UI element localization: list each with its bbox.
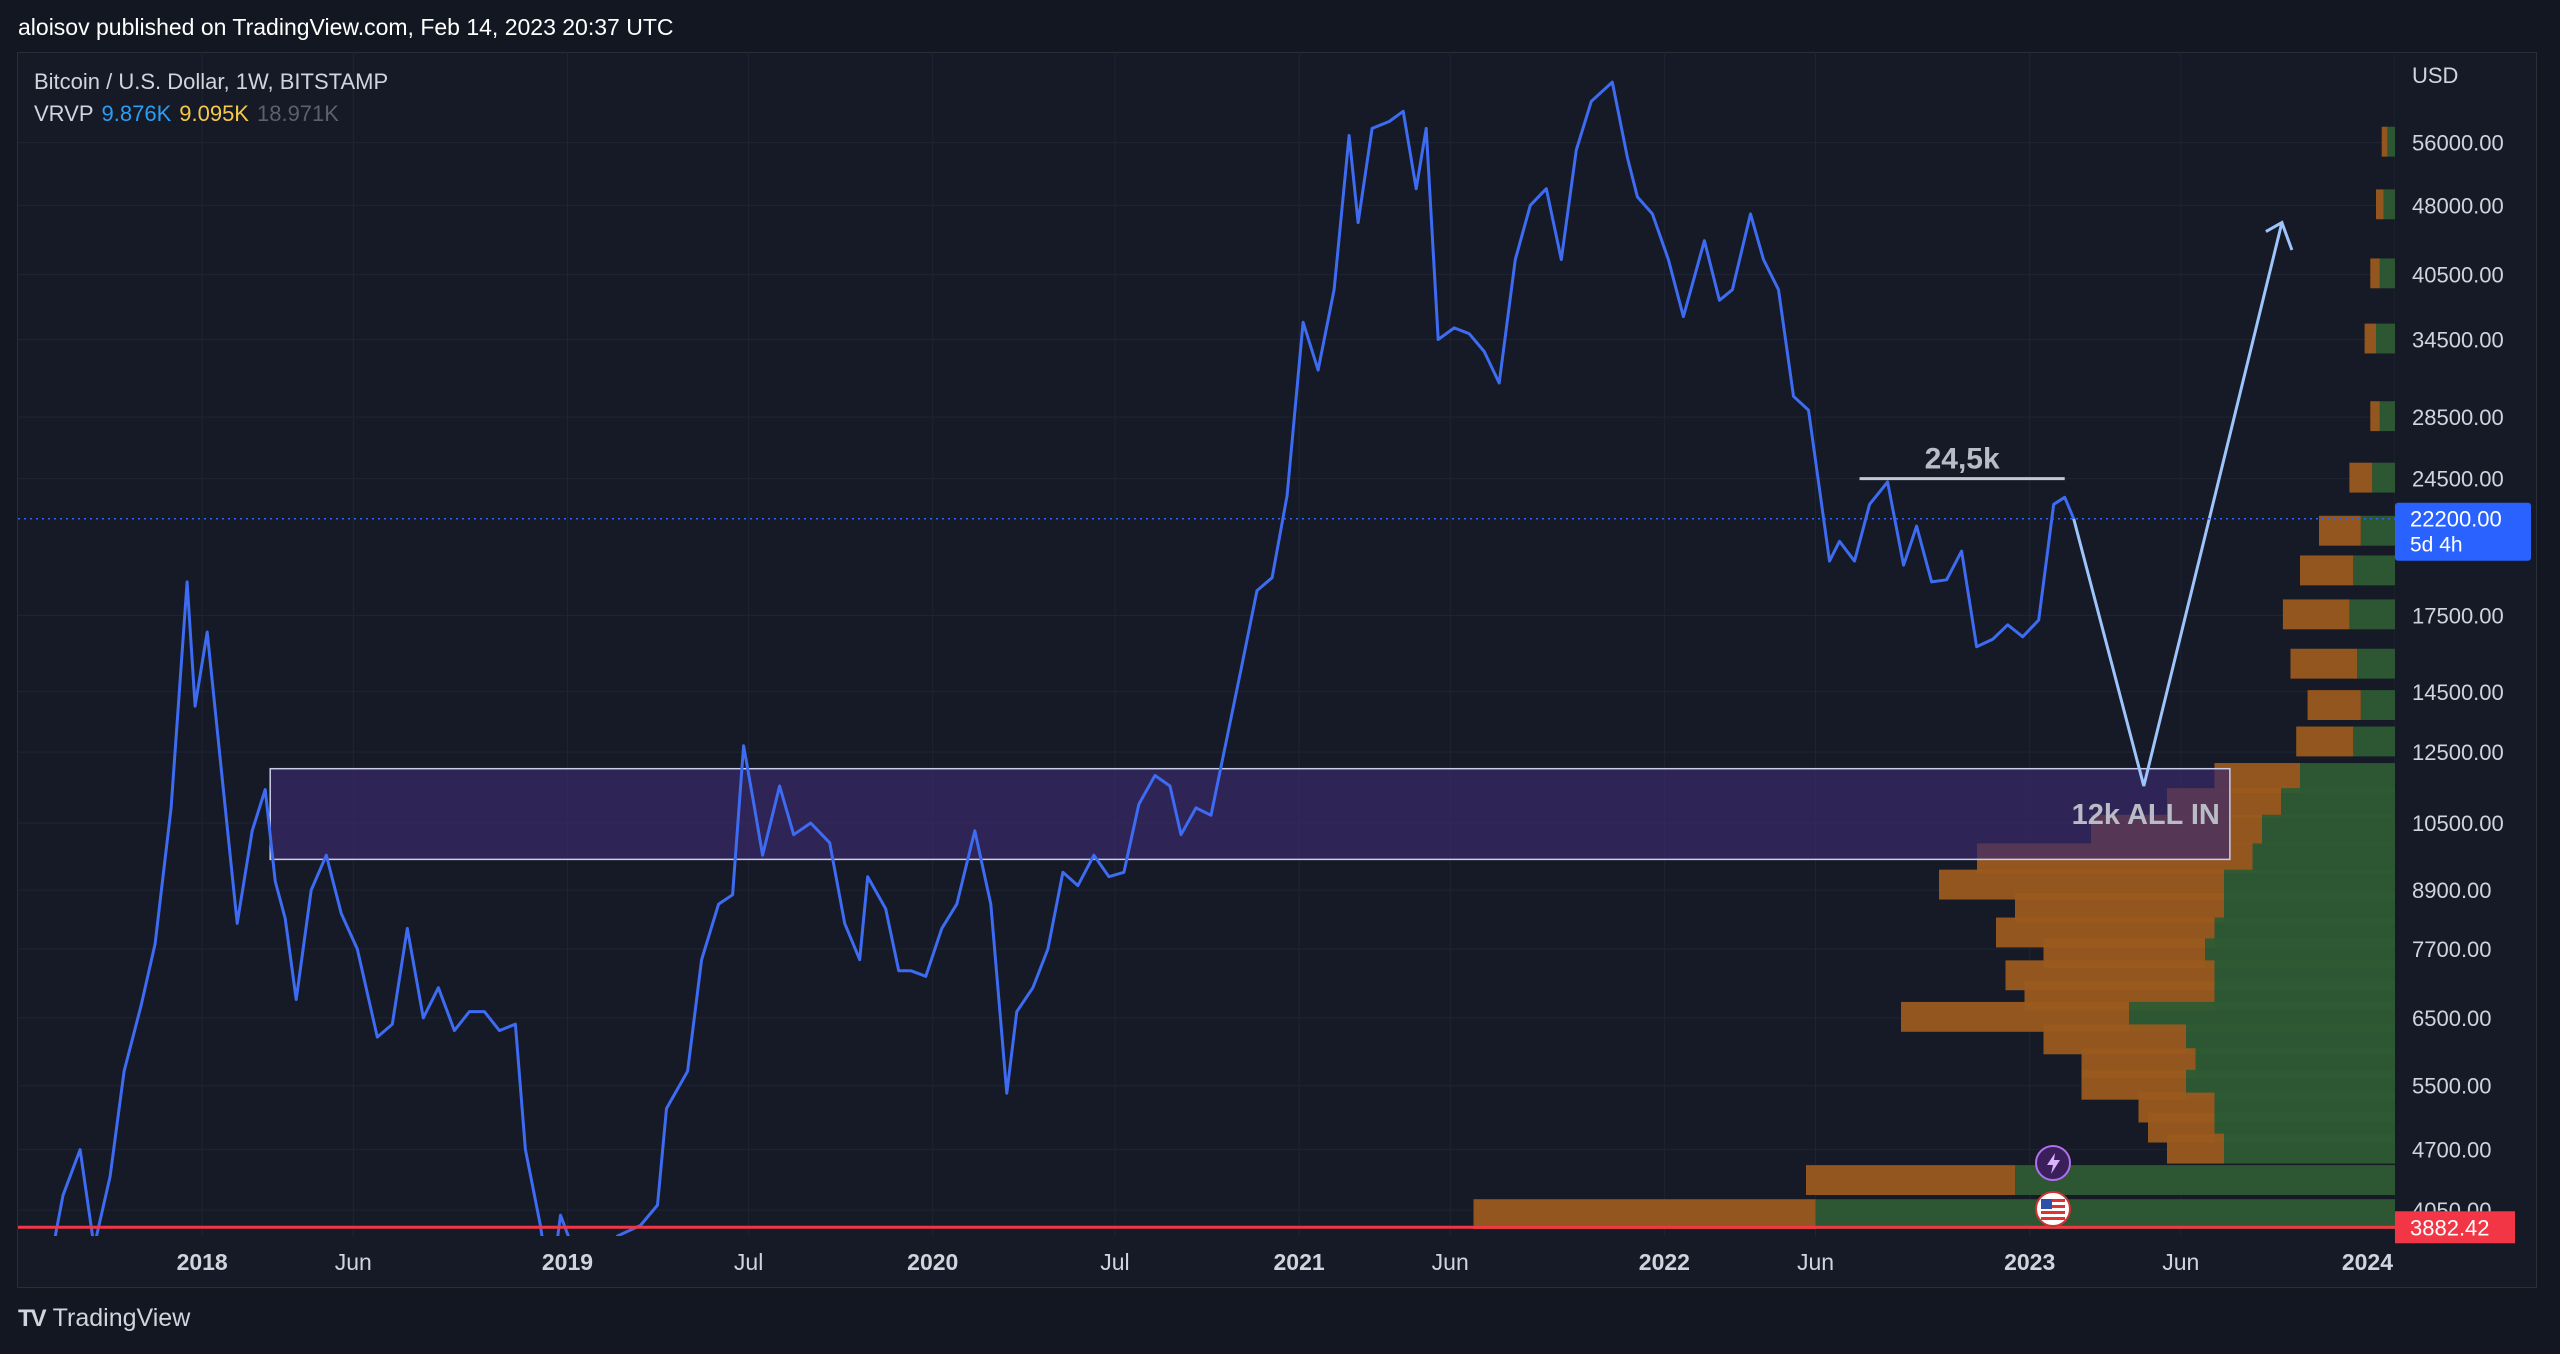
chart-legend: Bitcoin / U.S. Dollar, 1W, BITSTAMP VRVP… — [34, 66, 388, 130]
volume-bar-up — [2372, 462, 2395, 493]
volume-bar-down — [2376, 189, 2384, 220]
y-tick-label: 56000.00 — [2412, 131, 2504, 156]
x-tick-label: Jun — [1432, 1249, 1469, 1275]
currency-label: USD — [2412, 63, 2458, 88]
volume-bar-down — [2370, 258, 2380, 289]
projection-arrowhead — [2265, 220, 2294, 251]
volume-bar-up — [2357, 648, 2395, 679]
x-tick-label: 2024 — [2342, 1249, 2393, 1275]
resistance-label: 24,5k — [1925, 443, 2000, 476]
bar-countdown-label: 5d 4h — [2410, 534, 2463, 557]
x-tick-label: Jul — [734, 1249, 763, 1275]
y-tick-label: 34500.00 — [2412, 328, 2504, 353]
annotations: 24,5k — [18, 220, 2395, 787]
volume-bar-down — [2307, 690, 2361, 720]
x-tick-label: 2019 — [542, 1249, 593, 1275]
price-line — [53, 80, 2076, 1236]
volume-bar-down — [2319, 515, 2361, 546]
volume-bar-up — [2300, 763, 2395, 793]
volume-bar-up — [2262, 814, 2395, 845]
publish-header: aloisov published on TradingView.com, Fe… — [18, 14, 674, 40]
x-tick-label: 2018 — [177, 1249, 228, 1275]
volume-bar-up — [2383, 189, 2395, 220]
volume-bar-down — [2296, 726, 2354, 757]
volume-bar-down — [2381, 126, 2388, 157]
y-tick-label: 5500.00 — [2412, 1074, 2492, 1099]
y-tick-label: 10500.00 — [2412, 811, 2504, 836]
y-tick-label: 28500.00 — [2412, 405, 2504, 430]
volume-bar-down — [1806, 1165, 2015, 1196]
volume-bar-up — [2360, 515, 2395, 546]
volume-bar-down — [2290, 648, 2357, 679]
projection-path — [2072, 222, 2284, 787]
us-flag-icon — [2035, 1191, 2071, 1227]
x-tick-label: Jun — [335, 1249, 372, 1275]
y-axis: 56000.00 48000.00 40500.00 34500.00 28500.00… — [2395, 63, 2531, 1244]
volume-bar-up — [1815, 1199, 2395, 1230]
buy-zone-label: 12k ALL IN — [2072, 799, 2220, 831]
y-tick-label: 7700.00 — [2412, 937, 2492, 962]
grid — [18, 52, 2395, 1236]
vrvp-label: VRVP — [34, 101, 94, 126]
volume-bar-up — [2252, 843, 2395, 874]
y-tick-label: 6500.00 — [2412, 1006, 2492, 1031]
vrvp-legend: VRVP 9.876K 9.095K 18.971K — [34, 98, 388, 130]
volume-bar-down — [2349, 462, 2373, 493]
volume-bar-up — [2224, 1133, 2395, 1164]
x-tick-label: Jul — [1100, 1249, 1129, 1275]
volume-bar-down — [2364, 323, 2376, 354]
volume-bar-down — [2282, 599, 2350, 630]
volume-bar-up — [2376, 323, 2395, 354]
y-tick-label: 8900.00 — [2412, 878, 2492, 903]
volume-bar-up — [2015, 1165, 2395, 1196]
tradingview-logo-icon[interactable]: TV — [18, 1304, 47, 1332]
x-tick-label: 2022 — [1639, 1249, 1690, 1275]
buy-zone: 12k ALL IN — [269, 767, 2231, 861]
lightning-icon — [2035, 1145, 2071, 1181]
vrvp-up-volume: 9.876K — [101, 101, 172, 126]
support-label: 3882.42 — [2410, 1215, 2490, 1240]
volume-bar-up — [2387, 126, 2395, 157]
y-tick-label: 17500.00 — [2412, 603, 2504, 628]
x-tick-label: Jun — [1797, 1249, 1834, 1275]
volume-bar-down — [2167, 1133, 2224, 1164]
x-tick-label: 2020 — [907, 1249, 958, 1275]
volume-bar-up — [2353, 555, 2395, 586]
symbol-label: Bitcoin / U.S. Dollar, 1W, BITSTAMP — [34, 69, 389, 94]
x-tick-label: Jun — [2162, 1249, 2199, 1275]
volume-profile — [1473, 126, 2395, 1230]
support-badge — [2395, 1211, 2515, 1244]
volume-bar-up — [2379, 258, 2395, 289]
volume-bar-up — [2379, 401, 2395, 432]
y-tick-label: 12500.00 — [2412, 740, 2504, 765]
current-price-label: 22200.00 — [2410, 507, 2502, 532]
price-series — [53, 80, 2076, 1236]
y-tick-label: 40500.00 — [2412, 262, 2504, 287]
volume-bar-up — [2353, 726, 2395, 757]
vrvp-total-volume: 18.971K — [256, 101, 339, 126]
x-tick-label: 2023 — [2004, 1249, 2055, 1275]
volume-bar-up — [2360, 690, 2395, 720]
volume-bar-up — [2281, 788, 2395, 818]
vrvp-down-volume: 9.095K — [179, 101, 249, 126]
volume-bar-down — [1473, 1199, 1816, 1230]
brand-name[interactable]: TradingView — [52, 1304, 191, 1332]
y-tick-label: 48000.00 — [2412, 193, 2504, 218]
y-tick-label: 24500.00 — [2412, 467, 2504, 492]
x-tick-label: 2021 — [1273, 1249, 1324, 1275]
y-tick-label: 4700.00 — [2412, 1138, 2492, 1163]
buy-zone-rect — [269, 767, 2231, 861]
volume-bar-down — [2300, 555, 2354, 586]
y-tick-label: 14500.00 — [2412, 680, 2504, 705]
volume-bar-up — [2349, 599, 2395, 630]
current-price-badge — [2395, 502, 2531, 561]
volume-bar-down — [2370, 401, 2380, 432]
footer: TV TradingView — [18, 1304, 190, 1333]
x-axis: 2018 Jun 2019 Jul 2020 Jul 2021 Jun 2022 Jun 2023 J… — [177, 1249, 2394, 1275]
